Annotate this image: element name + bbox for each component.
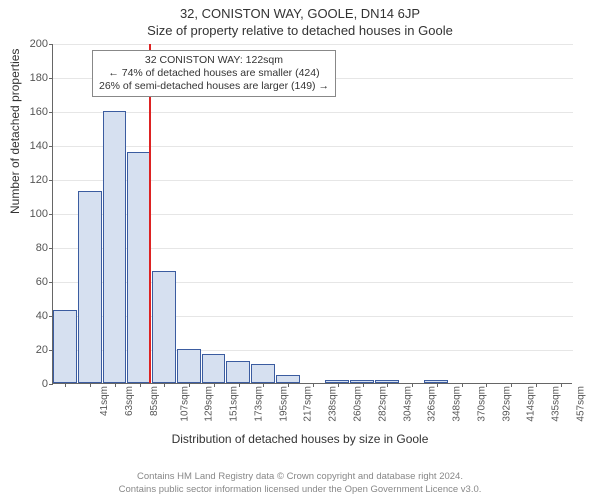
xtick-label: 107sqm — [179, 386, 190, 422]
chart-container: 32, CONISTON WAY, GOOLE, DN14 6JP Size o… — [0, 0, 600, 500]
bar — [251, 364, 275, 383]
xtick-mark — [164, 383, 165, 387]
annotation-line: 26% of semi-detached houses are larger (… — [99, 80, 329, 93]
xtick-label: 41sqm — [99, 386, 110, 416]
xtick-label: 392sqm — [501, 386, 512, 422]
xtick-label: 63sqm — [124, 386, 135, 416]
ytick-mark — [49, 384, 53, 385]
xtick-mark — [288, 383, 289, 387]
bar — [78, 191, 102, 383]
gridline — [53, 112, 573, 113]
gridline — [53, 146, 573, 147]
ytick-label: 0 — [18, 378, 48, 390]
xtick-label: 370sqm — [476, 386, 487, 422]
xtick-label: 195sqm — [278, 386, 289, 422]
footer-line-1: Contains HM Land Registry data © Crown c… — [0, 471, 600, 483]
ytick-label: 20 — [18, 344, 48, 356]
bar — [152, 271, 176, 383]
ytick-label: 60 — [18, 276, 48, 288]
xtick-label: 435sqm — [551, 386, 562, 422]
xtick-mark — [189, 383, 190, 387]
xtick-label: 348sqm — [452, 386, 463, 422]
annotation-box: 32 CONISTON WAY: 122sqm← 74% of detached… — [92, 50, 336, 97]
xtick-mark — [90, 383, 91, 387]
xtick-mark — [313, 383, 314, 387]
ytick-mark — [49, 282, 53, 283]
ytick-mark — [49, 214, 53, 215]
plot-area: 02040608010012014016018020041sqm63sqm85s… — [52, 44, 572, 384]
ytick-mark — [49, 112, 53, 113]
ytick-label: 40 — [18, 310, 48, 322]
xtick-mark — [115, 383, 116, 387]
xtick-mark — [536, 383, 537, 387]
xtick-label: 414sqm — [526, 386, 537, 422]
annotation-line: ← 74% of detached houses are smaller (42… — [99, 67, 329, 80]
bar — [127, 152, 151, 383]
bar — [53, 310, 77, 383]
chart-title-address: 32, CONISTON WAY, GOOLE, DN14 6JP — [0, 0, 600, 21]
gridline — [53, 44, 573, 45]
bar — [177, 349, 201, 383]
footer-line-2: Contains public sector information licen… — [0, 484, 600, 496]
bar — [226, 361, 250, 383]
ytick-label: 100 — [18, 208, 48, 220]
xtick-label: 151sqm — [229, 386, 240, 422]
xtick-mark — [239, 383, 240, 387]
xtick-mark — [363, 383, 364, 387]
xtick-mark — [561, 383, 562, 387]
xtick-label: 129sqm — [204, 386, 215, 422]
bar — [276, 375, 300, 384]
bar — [202, 354, 226, 383]
footer-attribution: Contains HM Land Registry data © Crown c… — [0, 471, 600, 496]
xtick-label: 304sqm — [402, 386, 413, 422]
xtick-mark — [387, 383, 388, 387]
bar — [103, 111, 127, 383]
chart-title-sub: Size of property relative to detached ho… — [0, 21, 600, 42]
xtick-mark — [214, 383, 215, 387]
xtick-label: 326sqm — [427, 386, 438, 422]
xtick-label: 238sqm — [328, 386, 339, 422]
xtick-mark — [462, 383, 463, 387]
xtick-mark — [486, 383, 487, 387]
xtick-label: 260sqm — [353, 386, 364, 422]
xtick-label: 173sqm — [254, 386, 265, 422]
xtick-mark — [263, 383, 264, 387]
ytick-mark — [49, 44, 53, 45]
chart-area: 02040608010012014016018020041sqm63sqm85s… — [52, 44, 572, 384]
ytick-label: 180 — [18, 72, 48, 84]
xtick-label: 282sqm — [377, 386, 388, 422]
ytick-label: 80 — [18, 242, 48, 254]
xtick-label: 85sqm — [149, 386, 160, 416]
ytick-mark — [49, 146, 53, 147]
ytick-label: 200 — [18, 38, 48, 50]
ytick-label: 140 — [18, 140, 48, 152]
xtick-label: 457sqm — [575, 386, 586, 422]
ytick-label: 120 — [18, 174, 48, 186]
ytick-label: 160 — [18, 106, 48, 118]
ytick-mark — [49, 78, 53, 79]
ytick-mark — [49, 180, 53, 181]
xtick-mark — [338, 383, 339, 387]
x-axis-label: Distribution of detached houses by size … — [0, 432, 600, 446]
xtick-mark — [437, 383, 438, 387]
annotation-line: 32 CONISTON WAY: 122sqm — [99, 54, 329, 67]
xtick-mark — [412, 383, 413, 387]
xtick-mark — [511, 383, 512, 387]
xtick-mark — [140, 383, 141, 387]
xtick-label: 217sqm — [303, 386, 314, 422]
xtick-mark — [65, 383, 66, 387]
ytick-mark — [49, 248, 53, 249]
